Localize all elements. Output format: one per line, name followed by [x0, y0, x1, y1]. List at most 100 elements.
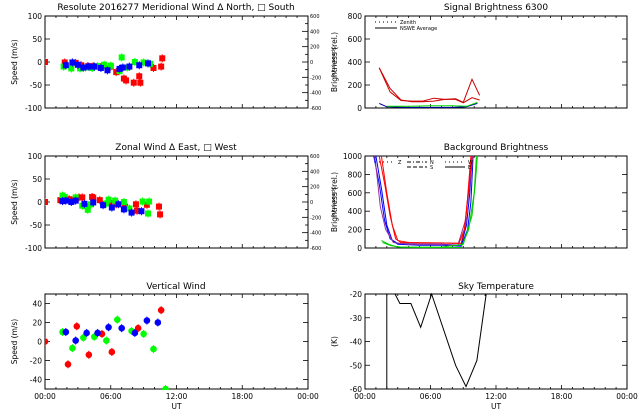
data-point-red: [143, 201, 150, 208]
data-point-green: [114, 316, 121, 323]
data-point-green: [94, 63, 101, 70]
data-point-red: [64, 361, 72, 368]
data-point-green: [103, 200, 110, 207]
y-axis-label: (K): [330, 336, 339, 347]
plot-area: [45, 53, 166, 87]
y-tick-label: 50: [32, 175, 42, 184]
data-point-blue: [145, 60, 152, 67]
data-point-red: [158, 63, 165, 70]
data-point-red: [132, 201, 139, 208]
data-point-green: [118, 54, 125, 61]
data-point-green: [140, 59, 147, 66]
data-point-blue: [74, 61, 81, 68]
data-point-blue: [62, 62, 69, 69]
series-line-sky-temperature: [394, 293, 487, 388]
y-tick-label: 1000: [343, 152, 362, 161]
right-y-tick-label: 600: [310, 154, 320, 160]
data-point-red: [134, 207, 141, 214]
plot-area: [45, 191, 164, 219]
data-point-red: [85, 351, 93, 359]
x-tick-label: 00:00: [34, 392, 56, 401]
chart-title: Zonal Wind Δ East, □ West: [115, 143, 237, 153]
x-tick-label: 12:00: [485, 392, 507, 401]
panel-zonal: Zonal Wind Δ East, □ West 100 50 0 -50 -100 Sp…: [10, 143, 336, 253]
data-point-red: [79, 194, 86, 201]
y-tick-label: -50: [30, 81, 42, 90]
y-tick-label: 20: [32, 319, 42, 328]
right-y-tick-label: -400: [310, 91, 321, 97]
data-point-red: [113, 69, 120, 76]
y-tick-label: -50: [30, 221, 42, 230]
data-point-green: [140, 330, 147, 338]
y-axis-label: Brightness (rel.): [330, 172, 339, 232]
chart-title: Resolute 2016277 Meridional Wind Δ North…: [57, 3, 294, 13]
data-point-green: [112, 197, 119, 204]
data-point-green: [84, 206, 91, 213]
data-point-green: [120, 199, 127, 205]
data-point-green: [150, 345, 157, 353]
data-point-blue: [154, 319, 162, 326]
data-point-green: [162, 385, 169, 390]
data-point-blue: [62, 328, 70, 336]
right-y-axis-label: Speed (m/s): [330, 187, 336, 217]
data-point-red: [150, 64, 157, 71]
legend-label: E: [468, 165, 471, 171]
plot-frame: [364, 293, 628, 390]
right-y-tick-label: -600: [310, 106, 321, 112]
data-point-red: [90, 194, 97, 201]
data-point-green: [101, 61, 108, 68]
data-point-blue: [105, 323, 112, 331]
data-point-green: [105, 196, 112, 203]
panel-vertical: Vertical Wind 00:00 06:00 12:00 18:00 00:00 UT…: [10, 282, 319, 411]
data-point-red: [108, 348, 116, 356]
series-line-red-1: [378, 155, 472, 244]
data-point-blue: [72, 337, 79, 344]
data-point-green: [77, 65, 84, 72]
y-tick-label: -40: [350, 338, 362, 347]
series-line-green-2: [382, 155, 478, 248]
data-point-blue: [97, 64, 104, 71]
right-y-tick-label: -200: [310, 215, 321, 221]
plot-frame: [364, 155, 628, 249]
data-point-red: [137, 79, 144, 86]
plot-area: [45, 306, 169, 390]
y-tick-label: 0: [37, 58, 42, 67]
legend-label: W: [468, 160, 473, 166]
data-point-blue: [72, 197, 79, 204]
legend-label: NSWE Average: [400, 26, 437, 32]
data-point-blue: [91, 63, 98, 70]
data-point-blue: [94, 329, 101, 337]
y-axis-label: Speed (m/s): [10, 319, 19, 365]
plot-frame: [44, 15, 309, 109]
right-y-tick-label: 200: [310, 45, 320, 51]
y-tick-label: 800: [348, 12, 363, 21]
y-tick-label: 0: [357, 104, 362, 113]
data-point-blue: [81, 200, 88, 207]
data-point-blue: [116, 65, 123, 72]
data-point-red: [123, 77, 130, 84]
data-point-green: [131, 59, 138, 65]
right-y-tick-label: 0: [310, 60, 313, 66]
right-y-tick-label: 200: [310, 185, 320, 191]
right-y-tick-label: 0: [310, 200, 313, 206]
x-tick-label: 18:00: [551, 392, 573, 401]
data-point-red: [45, 338, 49, 345]
y-axis-label: Speed (m/s): [10, 179, 19, 225]
data-point-red: [106, 199, 113, 206]
data-point-green: [146, 198, 153, 205]
data-point-blue: [136, 62, 143, 69]
y-tick-label: 200: [348, 81, 363, 90]
y-axis-label: Speed (m/s): [10, 39, 19, 85]
y-tick-label: 100: [28, 12, 43, 21]
panel-skytemp: Sky Temperature 00:00 06:00 12:00 18:00 00:00…: [330, 282, 638, 411]
y-tick-label: -40: [30, 376, 42, 385]
y-tick-label: 40: [32, 300, 42, 309]
y-tick-label: 400: [348, 58, 363, 67]
x-tick-label: 00:00: [616, 392, 638, 401]
x-axis-label: UT: [491, 402, 501, 411]
legend-label: N: [430, 160, 434, 166]
data-point-blue: [118, 324, 126, 332]
panel-background: Background Brightness 1000 800 600 400 200 0 Br…: [330, 143, 628, 253]
data-point-blue: [115, 201, 122, 208]
